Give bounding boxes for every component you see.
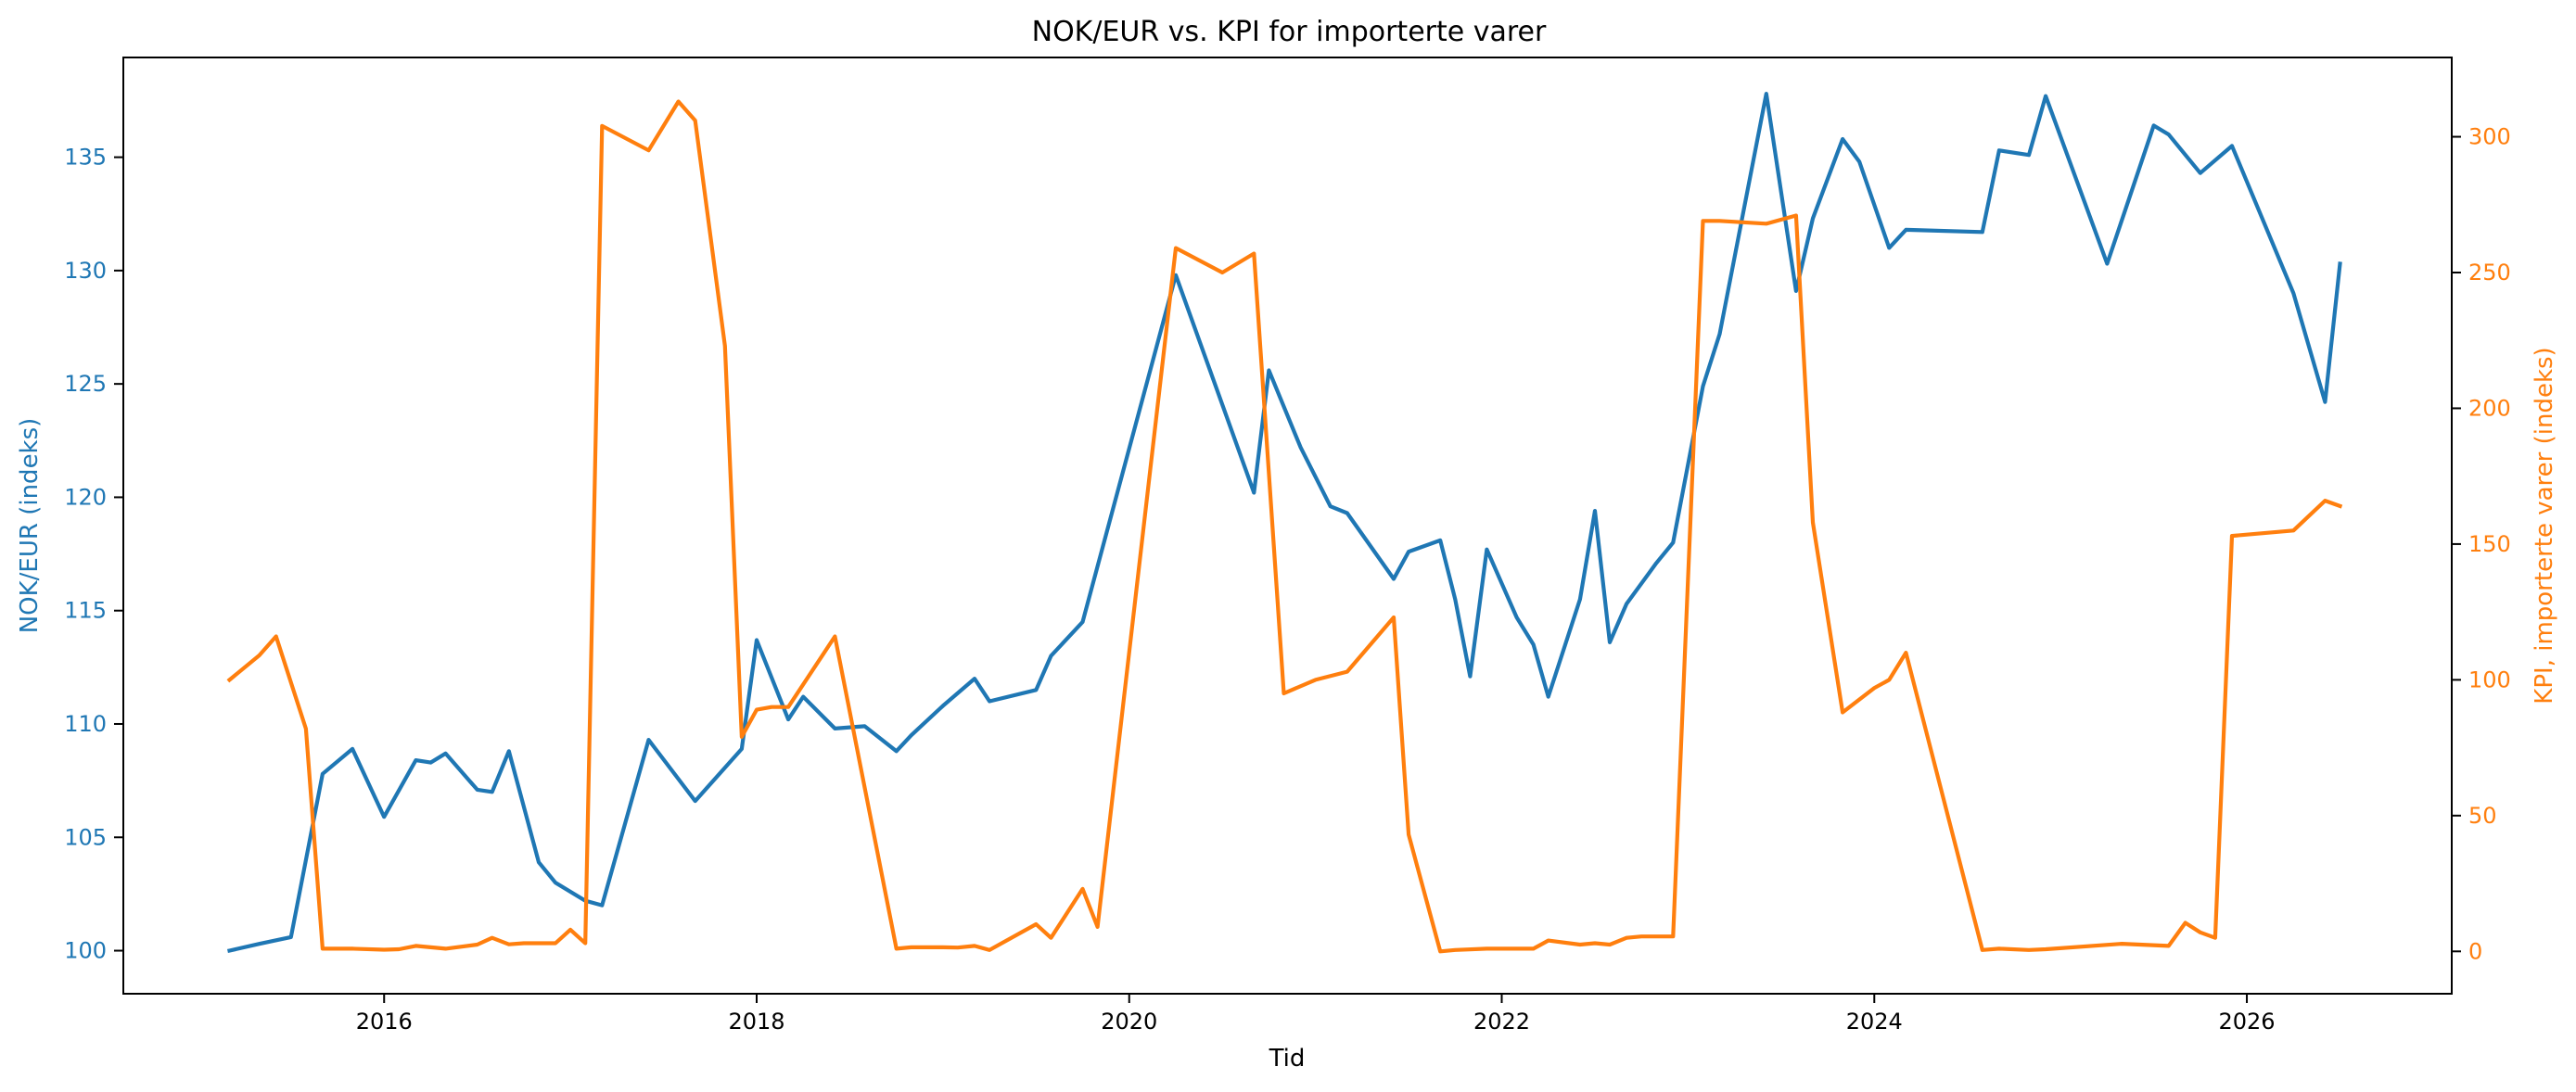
x-tick-label: 2020 [1101,1009,1157,1035]
x-axis-label: Tid [1269,1045,1306,1073]
left-y-tick-label: 125 [64,371,107,397]
left-y-axis-ticks: 100 105 110 115 120 125 130 135 [64,145,123,964]
left-y-axis-label: NOK/EUR (indeks) [16,418,44,634]
left-y-tick-label: 105 [64,824,107,850]
right-y-tick-label: 50 [2468,803,2497,829]
left-y-tick-label: 115 [64,598,107,624]
x-tick-label: 2026 [2218,1009,2275,1035]
x-tick-label: 2018 [728,1009,784,1035]
plot-frame [122,57,2453,995]
series-layer [226,91,2343,954]
right-y-tick-label: 300 [2468,124,2511,150]
kpi-series-line [226,99,2343,954]
left-y-tick-label: 100 [64,938,107,964]
right-y-tick-label: 150 [2468,531,2511,557]
left-y-tick-label: 110 [64,711,107,737]
chart-title: NOK/EUR vs. KPI for importerte varer [1032,16,1547,48]
left-y-tick-label: 130 [64,258,107,284]
right-y-tick-label: 250 [2468,260,2511,286]
x-axis-ticks: 2016 2018 2020 2022 2024 2026 [356,994,2276,1035]
left-y-tick-label: 135 [64,145,107,171]
right-y-axis-label: KPI, importerte varer (indeks) [2531,347,2558,704]
x-tick-label: 2024 [1846,1009,1903,1035]
x-tick-label: 2016 [356,1009,413,1035]
right-y-tick-label: 100 [2468,667,2511,692]
right-y-tick-label: 0 [2468,938,2482,964]
nok-eur-series-line [226,91,2342,954]
right-y-axis-ticks: 0 50 100 150 200 250 300 [2452,124,2511,964]
right-y-tick-label: 200 [2468,395,2511,421]
left-y-tick-label: 120 [64,484,107,510]
x-tick-label: 2022 [1473,1009,1530,1035]
